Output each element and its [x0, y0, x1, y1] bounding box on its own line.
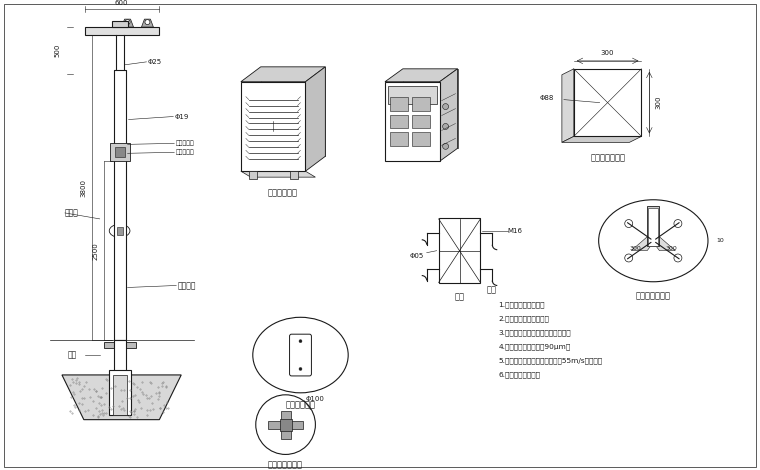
Polygon shape — [306, 67, 325, 171]
Bar — [439, 218, 480, 282]
Text: 维修孔: 维修孔 — [65, 208, 79, 218]
Bar — [103, 342, 135, 348]
Circle shape — [442, 124, 448, 129]
Text: 1.主干为国标尾锤管。: 1.主干为国标尾锤管。 — [499, 301, 545, 308]
Bar — [412, 97, 429, 110]
Polygon shape — [141, 19, 154, 27]
Text: 6.栖笼、避雷针可折: 6.栖笼、避雷针可折 — [499, 371, 540, 377]
Bar — [268, 421, 303, 429]
Text: 5.立杆、横薑和其它零件应能抱55m/s的风速。: 5.立杆、横薑和其它零件应能抱55m/s的风速。 — [499, 357, 603, 364]
Text: 维修孔放大图: 维修孔放大图 — [286, 400, 315, 409]
Text: 防水筱放大图: 防水筱放大图 — [268, 188, 298, 197]
Polygon shape — [241, 171, 315, 177]
Text: 底座法兰放大图: 底座法兰放大图 — [636, 291, 671, 300]
Polygon shape — [261, 67, 325, 157]
Bar — [290, 171, 297, 179]
Text: 3800: 3800 — [81, 179, 87, 196]
Circle shape — [674, 254, 682, 262]
Circle shape — [299, 368, 302, 370]
FancyBboxPatch shape — [290, 334, 312, 376]
Bar — [388, 86, 437, 103]
Bar — [574, 69, 641, 136]
Circle shape — [442, 143, 448, 149]
Text: 下层橡胶漆: 下层橡胶漆 — [176, 149, 194, 155]
Ellipse shape — [599, 200, 708, 282]
Bar — [390, 133, 408, 146]
Text: 3.噪涂后不再进行任何加工和焊接。: 3.噪涂后不再进行任何加工和焊接。 — [499, 329, 571, 336]
Bar — [114, 70, 125, 340]
Polygon shape — [648, 236, 676, 251]
Bar — [109, 143, 129, 161]
Text: 底座法兰正视图: 底座法兰正视图 — [590, 154, 625, 163]
Bar — [280, 419, 292, 431]
Ellipse shape — [253, 317, 348, 393]
Bar — [241, 82, 306, 171]
Circle shape — [580, 123, 587, 131]
Polygon shape — [241, 67, 325, 82]
Text: 2500: 2500 — [93, 242, 99, 259]
Text: M16: M16 — [508, 228, 523, 234]
Circle shape — [628, 75, 635, 83]
Text: 底座法兰: 底座法兰 — [177, 281, 196, 290]
Bar — [109, 370, 131, 415]
Circle shape — [674, 219, 682, 227]
Polygon shape — [632, 236, 658, 251]
Bar — [112, 21, 128, 27]
Bar — [412, 115, 429, 128]
Text: 300: 300 — [655, 96, 661, 110]
Polygon shape — [562, 136, 641, 142]
Text: Φ05: Φ05 — [410, 253, 424, 258]
Bar — [115, 147, 125, 157]
Circle shape — [299, 340, 302, 343]
Text: 上层灰色漆: 上层灰色漆 — [176, 141, 194, 146]
Bar — [114, 340, 125, 390]
Circle shape — [256, 395, 315, 454]
Text: Φ88: Φ88 — [540, 94, 554, 101]
Polygon shape — [439, 69, 458, 161]
Text: 2.上下法兰加强板连接。: 2.上下法兰加强板连接。 — [499, 315, 549, 322]
Polygon shape — [122, 19, 134, 27]
Polygon shape — [403, 69, 458, 149]
Polygon shape — [562, 69, 574, 142]
Bar — [390, 97, 408, 110]
Text: 地笼: 地笼 — [68, 351, 78, 360]
Polygon shape — [385, 69, 458, 82]
Circle shape — [625, 219, 632, 227]
Bar — [385, 82, 439, 161]
Text: 300: 300 — [665, 246, 677, 251]
Bar — [648, 206, 659, 246]
Text: 说明: 说明 — [486, 285, 496, 295]
Polygon shape — [62, 375, 181, 420]
Ellipse shape — [109, 224, 130, 237]
Text: 500: 500 — [54, 44, 60, 57]
Bar — [112, 375, 127, 415]
Bar — [114, 70, 125, 74]
Circle shape — [268, 121, 277, 132]
Bar — [390, 115, 408, 128]
Text: Φ100: Φ100 — [306, 396, 325, 402]
Circle shape — [145, 20, 150, 24]
Circle shape — [628, 123, 635, 131]
Bar — [85, 27, 160, 35]
Text: 地笼: 地笼 — [454, 292, 464, 301]
Circle shape — [125, 20, 130, 24]
Bar — [648, 208, 658, 246]
Circle shape — [625, 254, 632, 262]
Bar — [412, 133, 429, 146]
Text: 4.钉管度锤锁层厅护为90μm。: 4.钉管度锤锁层厅护为90μm。 — [499, 343, 571, 350]
Text: 600: 600 — [115, 0, 128, 6]
Bar — [280, 411, 290, 439]
Text: Φ25: Φ25 — [147, 59, 162, 65]
Circle shape — [442, 103, 448, 110]
Circle shape — [580, 75, 587, 83]
Text: 300: 300 — [629, 246, 641, 251]
Bar — [249, 171, 257, 179]
Circle shape — [597, 92, 619, 114]
Text: 300: 300 — [601, 50, 614, 56]
Text: 10: 10 — [716, 238, 724, 243]
Text: 桦机法兰放大图: 桦机法兰放大图 — [268, 460, 303, 469]
Bar — [116, 227, 122, 235]
Text: Φ19: Φ19 — [174, 114, 188, 119]
